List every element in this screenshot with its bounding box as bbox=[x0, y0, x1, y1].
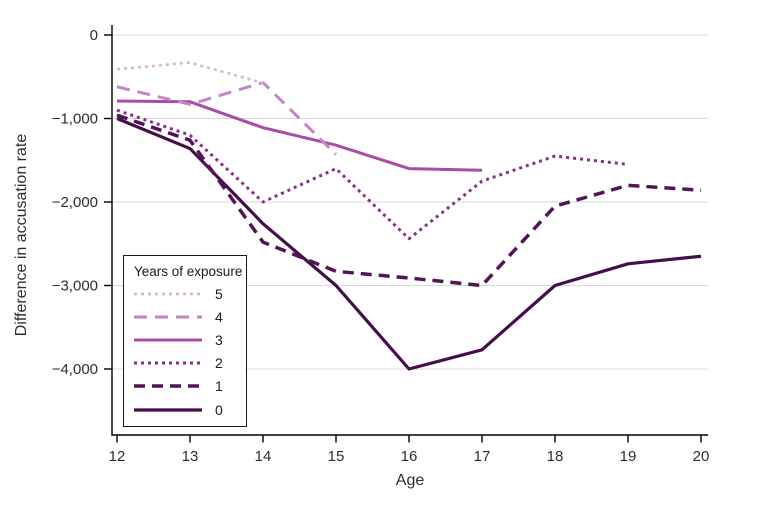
legend-item-1: 1 bbox=[134, 375, 246, 398]
legend-swatch-0-icon bbox=[134, 407, 202, 412]
legend-item-label: 4 bbox=[215, 308, 223, 325]
series-line-3 bbox=[116, 99, 483, 172]
x-tick-label: 12 bbox=[109, 448, 126, 465]
legend-title: Years of exposure bbox=[134, 264, 243, 279]
y-tick-label: −2,000 bbox=[52, 194, 98, 211]
legend-item-label: 3 bbox=[215, 331, 223, 348]
legend-item-label: 5 bbox=[215, 285, 223, 302]
series-line-1 bbox=[116, 113, 702, 288]
x-tick-label: 19 bbox=[620, 448, 637, 465]
legend-item-0: 0 bbox=[134, 398, 246, 421]
legend-swatch-1-icon bbox=[134, 384, 202, 389]
x-tick-label: 14 bbox=[255, 448, 272, 465]
x-tick-label: 20 bbox=[693, 448, 710, 465]
y-axis-title: Difference in accusation rate bbox=[13, 133, 30, 337]
series-line-4 bbox=[116, 81, 338, 156]
y-tick-label: 0 bbox=[90, 27, 98, 44]
x-tick-label: 18 bbox=[547, 448, 564, 465]
legend-item-4: 4 bbox=[134, 305, 246, 328]
x-tick-label: 13 bbox=[182, 448, 199, 465]
legend-swatch-3-icon bbox=[134, 338, 202, 342]
legend: Years of exposure 5 4 3 2 1 0 bbox=[123, 255, 247, 427]
x-tick-label: 16 bbox=[401, 448, 418, 465]
y-tick-label: −1,000 bbox=[52, 111, 98, 128]
series-line-2 bbox=[116, 108, 629, 241]
y-tick-label: −3,000 bbox=[52, 278, 98, 295]
x-tick-label: 17 bbox=[474, 448, 491, 465]
legend-item-label: 2 bbox=[215, 355, 223, 372]
legend-swatch-5-icon bbox=[134, 292, 202, 295]
legend-swatch-4-icon bbox=[134, 315, 202, 319]
y-tick-label: −4,000 bbox=[52, 361, 98, 378]
legend-swatch-2-icon bbox=[134, 361, 202, 365]
series-line-5 bbox=[116, 61, 264, 85]
legend-item-label: 0 bbox=[215, 401, 223, 418]
legend-item-label: 1 bbox=[215, 378, 223, 395]
x-tick-label: 15 bbox=[328, 448, 345, 465]
legend-item-2: 2 bbox=[134, 352, 246, 375]
x-axis-title: Age bbox=[395, 472, 425, 489]
legend-item-3: 3 bbox=[134, 328, 246, 351]
legend-item-5: 5 bbox=[134, 282, 246, 305]
